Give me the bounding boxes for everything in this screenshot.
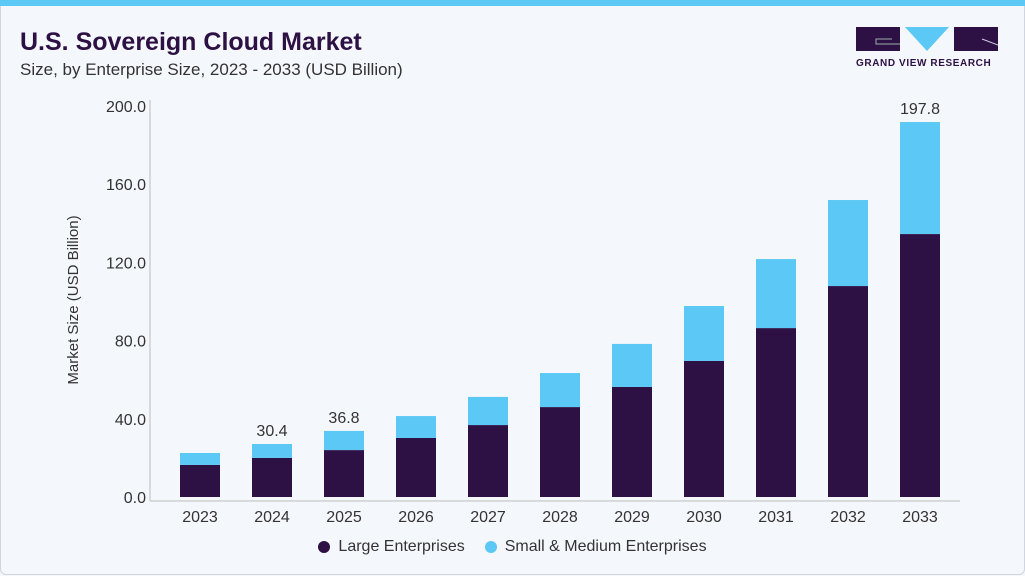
legend: Large Enterprises Small & Medium Enterpr… bbox=[0, 538, 1025, 556]
bar-sme-2029 bbox=[612, 343, 652, 387]
chart-subtitle: Size, by Enterprise Size, 2023 - 2033 (U… bbox=[20, 60, 403, 79]
bar-large-2033 bbox=[900, 234, 940, 498]
bar-sme-2024 bbox=[252, 444, 292, 458]
x-tick-label: 2033 bbox=[902, 509, 938, 526]
bar-large-2030 bbox=[684, 360, 724, 497]
legend-item-sme: Small & Medium Enterprises bbox=[484, 538, 707, 556]
x-tick-label: 2029 bbox=[614, 509, 650, 526]
bar-large-2028 bbox=[540, 407, 580, 497]
bar-large-2026 bbox=[396, 437, 436, 497]
x-tick-label: 2028 bbox=[542, 509, 578, 526]
x-tick-label: 2031 bbox=[758, 509, 794, 526]
data-label-2024: 30.4 bbox=[256, 423, 287, 440]
bar-sme-2025 bbox=[324, 430, 364, 451]
y-tick-label: 80.0 bbox=[115, 334, 146, 351]
x-tick-label: 2024 bbox=[254, 509, 290, 526]
legend-swatch-sme bbox=[484, 541, 497, 553]
bar-sme-2023 bbox=[180, 453, 220, 465]
bar-sme-2027 bbox=[468, 396, 508, 426]
grand-view-research-logo bbox=[856, 27, 998, 51]
bar-large-2025 bbox=[324, 450, 364, 497]
x-tick-label: 2026 bbox=[398, 509, 434, 526]
y-tick-label: 40.0 bbox=[115, 412, 146, 429]
legend-label: Large Enterprises bbox=[338, 538, 465, 555]
logo-text: GRAND VIEW RESEARCH bbox=[856, 58, 992, 69]
bar-sme-2030 bbox=[684, 305, 724, 361]
y-tick-label: 120.0 bbox=[106, 255, 146, 272]
bar-sme-2026 bbox=[396, 416, 436, 438]
top-accent-bar bbox=[0, 0, 1025, 6]
data-label-2033: 197.8 bbox=[900, 101, 940, 118]
legend-swatch-large bbox=[318, 541, 331, 553]
x-tick-label: 2025 bbox=[326, 509, 362, 526]
y-tick-label: 160.0 bbox=[106, 177, 146, 194]
legend-item-large: Large Enterprises bbox=[318, 538, 465, 556]
y-tick-label: 200.0 bbox=[106, 99, 146, 116]
bar-large-2027 bbox=[468, 425, 508, 497]
x-tick-label: 2030 bbox=[686, 509, 722, 526]
legend-label: Small & Medium Enterprises bbox=[504, 538, 707, 555]
x-tick-label: 2032 bbox=[830, 509, 866, 526]
chart-title: U.S. Sovereign Cloud Market bbox=[20, 28, 362, 56]
bar-sme-2033 bbox=[900, 122, 940, 235]
data-label-2025: 36.8 bbox=[328, 410, 359, 427]
y-axis-label: Market Size (USD Billion) bbox=[65, 215, 82, 384]
bar-sme-2028 bbox=[540, 373, 580, 408]
bar-large-2031 bbox=[756, 328, 796, 497]
y-tick-label: 0.0 bbox=[124, 490, 146, 507]
bar-large-2029 bbox=[612, 386, 652, 497]
x-tick-label: 2027 bbox=[470, 509, 506, 526]
bar-sme-2031 bbox=[756, 259, 796, 329]
bar-large-2024 bbox=[252, 457, 292, 497]
bar-sme-2032 bbox=[828, 200, 868, 287]
bar-large-2023 bbox=[180, 464, 220, 497]
x-tick-label: 2023 bbox=[182, 509, 218, 526]
bar-large-2032 bbox=[828, 286, 868, 497]
